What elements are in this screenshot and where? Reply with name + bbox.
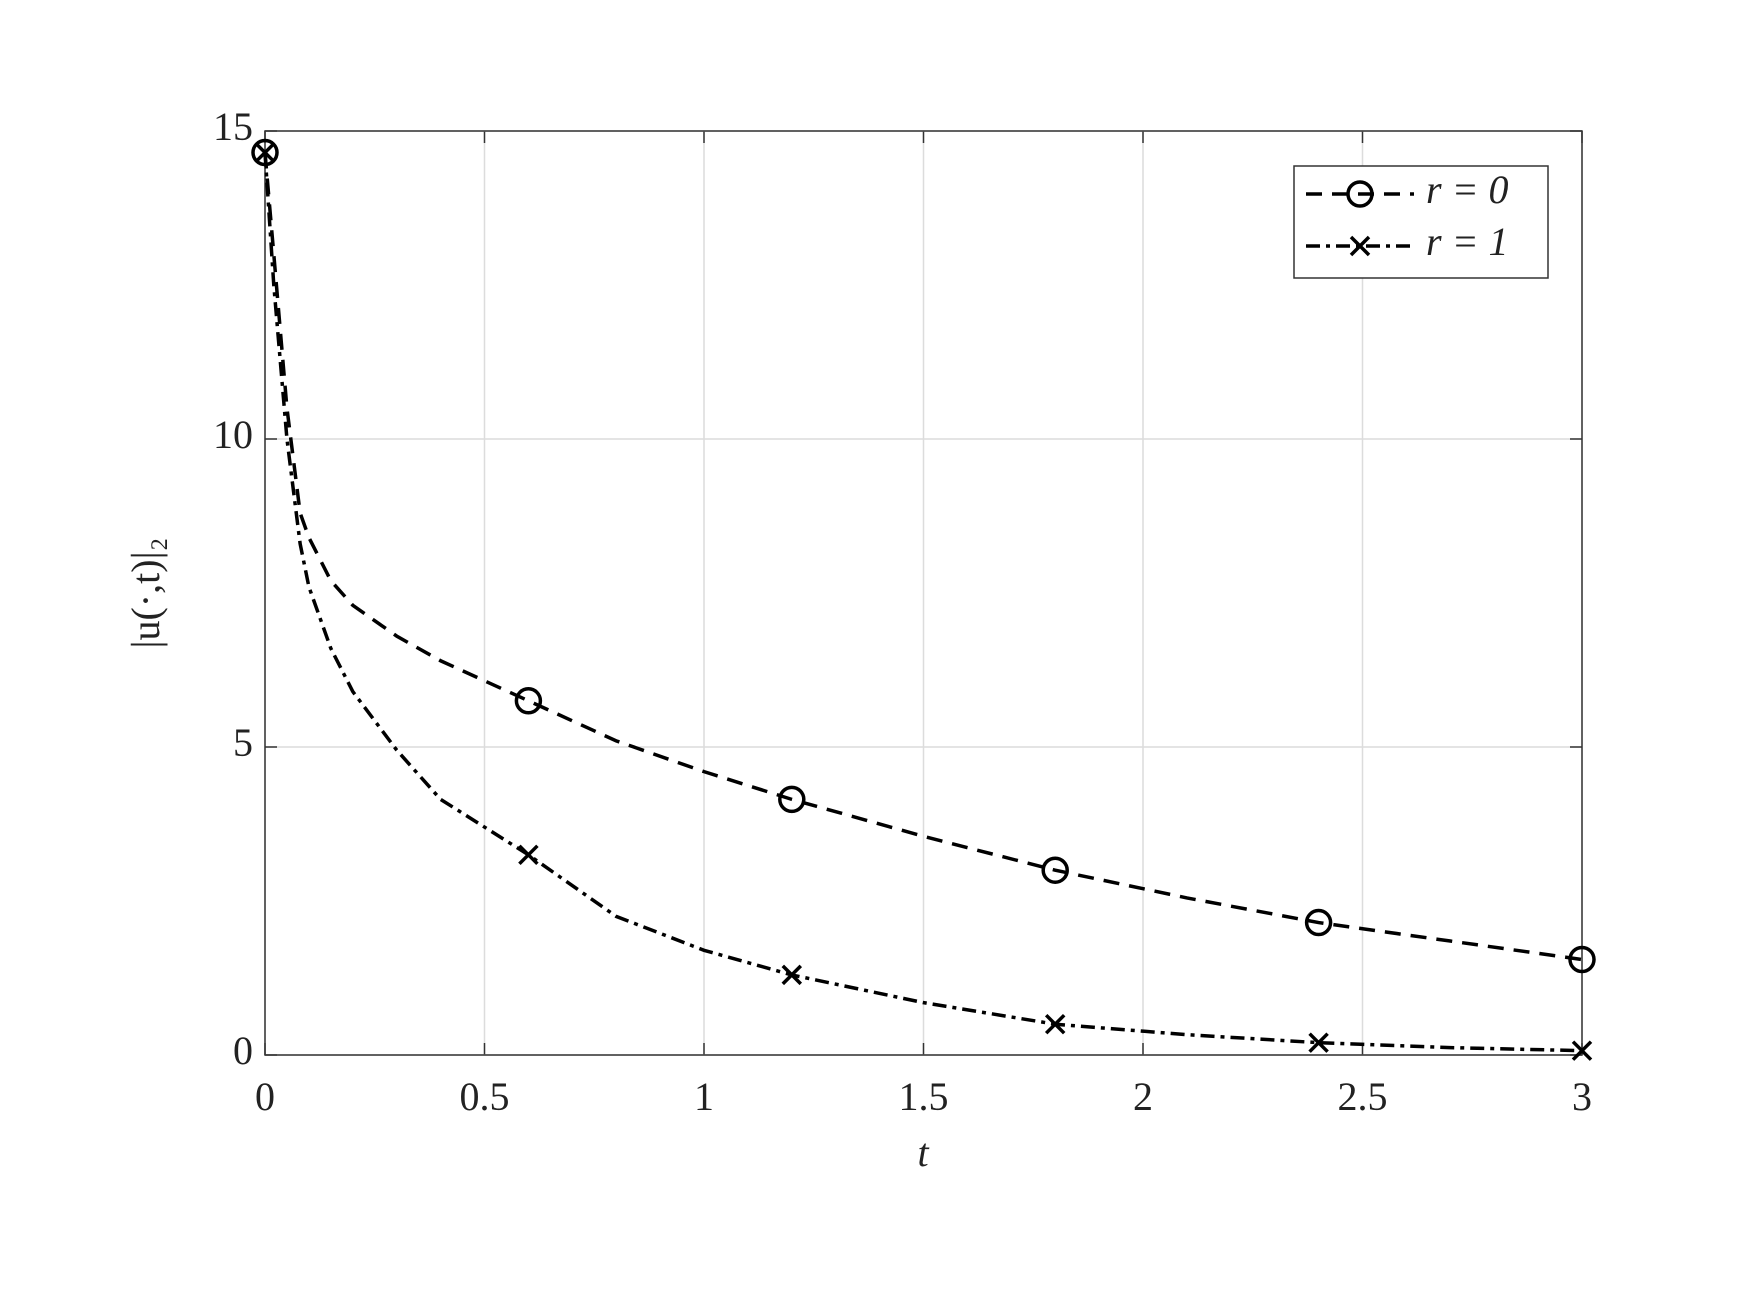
legend-box <box>1293 165 1549 279</box>
legend-marker <box>1349 235 1371 257</box>
y-tick-label: 10 <box>213 412 253 457</box>
marker <box>1308 1032 1329 1053</box>
marker <box>781 964 803 986</box>
x-tick-label: 3 <box>1572 1074 1592 1119</box>
y-tick-label: 15 <box>213 104 253 149</box>
x-tick-label: 1.5 <box>899 1074 949 1119</box>
marker <box>1568 945 1596 974</box>
marker <box>1041 856 1069 884</box>
marker <box>1044 1013 1066 1035</box>
marker <box>254 142 276 163</box>
x-tick-label: 1 <box>694 1074 714 1119</box>
y-tick-label: 5 <box>233 720 253 765</box>
legend-label: r = 1 <box>1426 219 1509 264</box>
legend-marker <box>1346 180 1374 208</box>
marker <box>518 844 539 866</box>
marker <box>514 687 543 715</box>
x-tick-label: 0.5 <box>460 1074 510 1119</box>
legend-label: r = 0 <box>1426 167 1509 212</box>
x-tick-label: 0 <box>255 1074 275 1119</box>
x-tick-label: 2.5 <box>1338 1074 1388 1119</box>
x-tick-label: 2 <box>1133 1074 1153 1119</box>
x-axis-label: t <box>917 1130 929 1175</box>
series-line <box>263 152 1583 962</box>
plot-frame <box>264 130 1583 1056</box>
marker <box>1571 1040 1593 1061</box>
y-tick-label: 0 <box>233 1028 253 1073</box>
marker <box>1304 908 1333 937</box>
y-axis-label: |u(·,t)|₂ <box>123 537 168 648</box>
marker <box>778 785 806 814</box>
